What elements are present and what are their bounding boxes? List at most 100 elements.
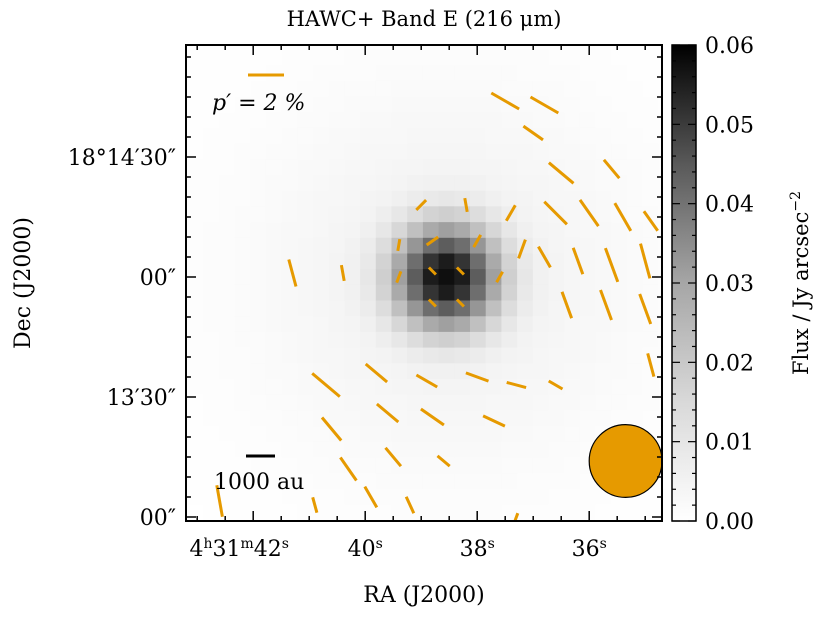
heatmap-pixel — [187, 426, 204, 443]
heatmap-pixel — [627, 504, 644, 521]
heatmap-pixel — [265, 269, 282, 286]
heatmap-pixel — [250, 49, 267, 66]
heatmap-pixel — [501, 222, 518, 239]
heatmap-pixel — [203, 520, 220, 521]
heatmap-pixel — [187, 410, 204, 427]
heatmap-pixel — [454, 347, 471, 364]
heatmap-pixel — [438, 143, 455, 160]
beam-ellipse — [588, 424, 663, 499]
heatmap-pixel — [470, 284, 487, 301]
heatmap-pixel — [234, 269, 251, 286]
colorbar-tick-label: 0.05 — [705, 113, 754, 138]
heatmap-pixel — [501, 441, 518, 458]
heatmap-pixel — [485, 237, 502, 254]
heatmap-pixel — [658, 206, 662, 223]
polarization-vector — [522, 124, 544, 142]
polarization-vector — [537, 245, 552, 269]
heatmap-pixel — [517, 159, 534, 176]
heatmap-pixel — [627, 190, 644, 207]
heatmap-pixel — [344, 316, 361, 333]
polarization-vector — [505, 204, 517, 222]
x-tick-unit: s — [600, 536, 607, 552]
heatmap-pixel — [344, 222, 361, 239]
heatmap-pixel — [485, 206, 502, 223]
heatmap-pixel — [422, 394, 439, 411]
heatmap-pixel — [611, 331, 628, 348]
polarization-vector — [415, 199, 428, 211]
heatmap-pixel — [250, 284, 267, 301]
heatmap-pixel — [407, 284, 424, 301]
x-tick-value: 31 — [212, 537, 240, 562]
heatmap-pixel — [391, 331, 408, 348]
heatmap-pixel — [375, 457, 392, 474]
heatmap-pixel — [297, 394, 314, 411]
heatmap-pixel — [297, 426, 314, 443]
heatmap-pixel — [203, 300, 220, 317]
heatmap-pixel — [548, 237, 565, 254]
heatmap-pixel — [548, 143, 565, 160]
heatmap-pixel — [328, 190, 345, 207]
y-tick-label: 00″ — [140, 266, 176, 291]
colorbar-tick-label: 0.06 — [705, 34, 754, 59]
heatmap-pixel — [517, 347, 534, 364]
heatmap-pixel — [658, 112, 662, 129]
heatmap-pixel — [564, 457, 581, 474]
heatmap-pixel — [360, 175, 377, 192]
heatmap-pixel — [328, 488, 345, 505]
heatmap-pixel — [297, 65, 314, 82]
heatmap-pixel — [187, 190, 204, 207]
heatmap-pixel — [642, 347, 659, 364]
heatmap-pixel — [501, 127, 518, 144]
polarization-vector — [547, 379, 564, 391]
heatmap-pixel — [627, 80, 644, 97]
heatmap-pixel — [454, 96, 471, 113]
heatmap-pixel — [642, 45, 659, 50]
heatmap-pixel — [328, 363, 345, 380]
heatmap-pixel — [517, 504, 534, 521]
heatmap-pixel — [438, 253, 455, 270]
heatmap-pixel — [485, 80, 502, 97]
heatmap-pixel — [564, 284, 581, 301]
heatmap-pixel — [328, 143, 345, 160]
heatmap-pixel — [203, 127, 220, 144]
heatmap-pixel — [548, 457, 565, 474]
heatmap-pixel — [218, 190, 235, 207]
heatmap-pixel — [564, 222, 581, 239]
heatmap-pixel — [344, 190, 361, 207]
heatmap-pixel — [391, 143, 408, 160]
heatmap-pixel — [328, 206, 345, 223]
heatmap-pixel — [203, 253, 220, 270]
heatmap-pixel — [595, 269, 612, 286]
y-tick-label: 13′30″ — [107, 386, 176, 411]
heatmap-pixel — [297, 127, 314, 144]
heatmap-pixel — [391, 300, 408, 317]
heatmap-pixel — [485, 175, 502, 192]
heatmap-pixel — [328, 316, 345, 333]
heatmap-pixel — [627, 253, 644, 270]
heatmap-pixel — [328, 80, 345, 97]
heatmap-pixel — [328, 65, 345, 82]
heatmap-pixel — [313, 473, 330, 490]
heatmap-pixel — [564, 45, 581, 50]
heatmap-pixel — [187, 363, 204, 380]
polarization-vector — [613, 202, 633, 232]
heatmap-pixel — [422, 488, 439, 505]
heatmap-pixel — [532, 316, 549, 333]
heatmap-pixel — [422, 206, 439, 223]
heatmap-pixel — [564, 410, 581, 427]
heatmap-pixel — [360, 363, 377, 380]
colorbar-label: Flux / Jy arcsec−2 — [788, 191, 813, 375]
heatmap-pixel — [517, 175, 534, 192]
heatmap-pixel — [218, 410, 235, 427]
heatmap-pixel — [281, 347, 298, 364]
polarization-vector — [455, 298, 465, 308]
heatmap-pixel — [218, 96, 235, 113]
heatmap-pixel — [187, 284, 204, 301]
heatmap-pixel — [517, 520, 534, 521]
heatmap-pixel — [234, 49, 251, 66]
heatmap-pixel — [438, 222, 455, 239]
colorbar-tick-label: 0.02 — [705, 351, 754, 376]
heatmap-pixel — [360, 237, 377, 254]
heatmap-pixel — [265, 504, 282, 521]
heatmap-pixel — [391, 316, 408, 333]
